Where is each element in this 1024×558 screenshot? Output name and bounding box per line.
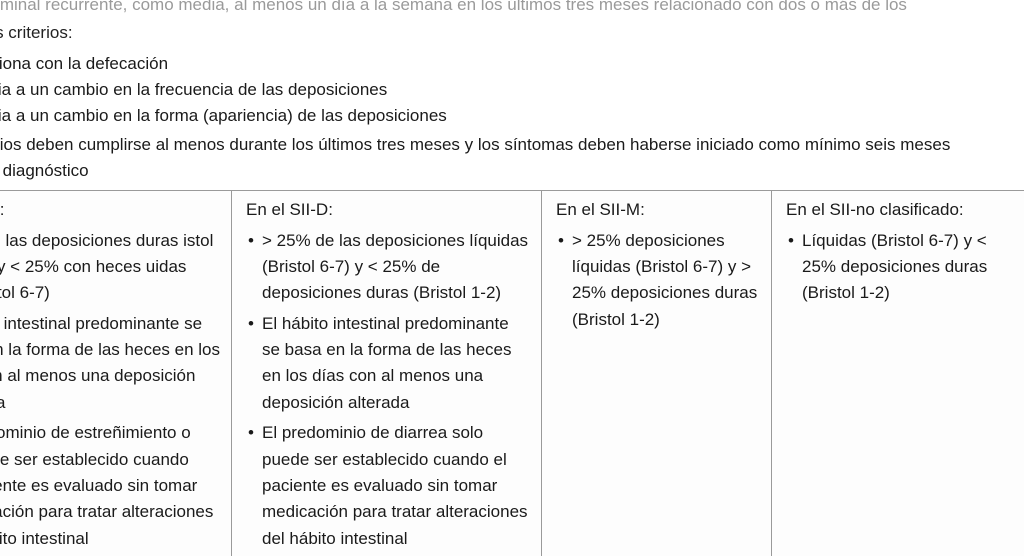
- footnote-block: criterios deben cumplirse al menos duran…: [0, 132, 1024, 185]
- col-sii-m-title: En el SII-M:: [556, 197, 761, 223]
- list-item: predominio de estreñimiento o puede ser …: [0, 420, 221, 552]
- list-item: El predominio de diarrea solo puede ser …: [262, 420, 531, 552]
- col-sii-m: En el SII-M: > 25% deposiciones líquidas…: [542, 191, 772, 555]
- list-item-text: % de las deposiciones duras istol 1-2) y…: [0, 231, 213, 303]
- columns-container: SII-E: % de las deposiciones duras istol…: [0, 190, 1024, 555]
- criterion-b: asocia a un cambio en la frecuencia de l…: [0, 77, 1024, 103]
- list-item-text: Líquidas (Bristol 6-7) y < 25% deposicio…: [802, 231, 987, 303]
- footnote-l1: criterios deben cumplirse al menos duran…: [0, 132, 1024, 158]
- col-sii-nc-list: Líquidas (Bristol 6-7) y < 25% deposicio…: [786, 228, 1014, 307]
- list-item-text: > 25% de las deposiciones líquidas (Bris…: [262, 231, 528, 303]
- list-item: > 25% de las deposiciones líquidas (Bris…: [262, 228, 531, 307]
- footnote-l2: s del diagnóstico: [0, 158, 1024, 184]
- list-item: % de las deposiciones duras istol 1-2) y…: [0, 228, 221, 307]
- col-sii-e: SII-E: % de las deposiciones duras istol…: [0, 191, 232, 555]
- intro-block: entes criterios:: [0, 20, 1024, 50]
- truncated-top-line: abdominal recurrente, como media, al men…: [0, 0, 1024, 18]
- col-sii-d: En el SII-D: > 25% de las deposiciones l…: [232, 191, 542, 555]
- list-item-text: > 25% deposiciones líquidas (Bristol 6-7…: [572, 231, 757, 329]
- list-item: El hábito intestinal predominante se bas…: [262, 311, 531, 416]
- col-sii-d-title: En el SII-D:: [246, 197, 531, 223]
- list-item: Líquidas (Bristol 6-7) y < 25% deposicio…: [802, 228, 1014, 307]
- list-item: > 25% deposiciones líquidas (Bristol 6-7…: [572, 228, 761, 333]
- intro-line1: entes criterios:: [0, 20, 1024, 46]
- intro-truncated: abdominal recurrente, como media, al men…: [0, 0, 1024, 18]
- list-item-text: ábito intestinal predominante se sa en l…: [0, 314, 220, 412]
- col-sii-e-list: % de las deposiciones duras istol 1-2) y…: [0, 228, 221, 552]
- col-sii-nc-title: En el SII-no clasificado:: [786, 197, 1014, 223]
- list-item-text: El predominio de diarrea solo puede ser …: [262, 423, 528, 547]
- col-sii-e-title: SII-E:: [0, 197, 221, 223]
- criterion-a: relaciona con la defecación: [0, 51, 1024, 77]
- page-root: abdominal recurrente, como media, al men…: [0, 0, 1024, 550]
- criteria-list: relaciona con la defecación asocia a un …: [0, 51, 1024, 130]
- list-item-text: El hábito intestinal predominante se bas…: [262, 314, 511, 412]
- list-item-text: predominio de estreñimiento o puede ser …: [0, 423, 213, 547]
- criterion-c: asocia a un cambio en la forma (aparienc…: [0, 103, 1024, 129]
- col-sii-d-list: > 25% de las deposiciones líquidas (Bris…: [246, 228, 531, 552]
- col-sii-m-list: > 25% deposiciones líquidas (Bristol 6-7…: [556, 228, 761, 333]
- list-item: ábito intestinal predominante se sa en l…: [0, 311, 221, 416]
- col-sii-nc: En el SII-no clasificado: Líquidas (Bris…: [772, 191, 1024, 555]
